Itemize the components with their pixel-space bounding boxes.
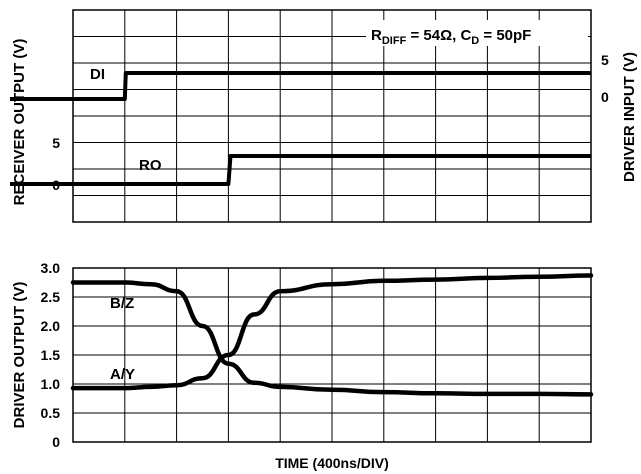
bottom-ytick-2-5: 2.5 [41, 289, 61, 305]
bottom-ytick-1-5: 1.5 [41, 347, 61, 363]
top-right-tick-0: 0 [601, 89, 609, 105]
time-axis-title: TIME (400ns/DIV) [275, 455, 389, 471]
series-label-ro: RO [139, 157, 162, 174]
series-label-ay: A/Y [110, 366, 135, 383]
top-panel-frame [72, 9, 592, 223]
top-left-tick-0: 0 [52, 177, 60, 193]
bottom-ytick-1-0: 1.0 [41, 376, 61, 392]
annotation-background [366, 20, 588, 46]
traces [10, 71, 594, 397]
top-left-tick-5: 5 [52, 135, 60, 151]
bz-trace [70, 280, 594, 397]
bottom-panel-grid [73, 268, 591, 442]
bottom-ytick-0: 0 [52, 434, 60, 450]
top-right-tick-5: 5 [601, 52, 609, 68]
receiver-output-axis-title: RECEIVER OUTPUT (V) [11, 39, 28, 206]
series-label-di: DI [90, 66, 105, 83]
ay-trace [70, 273, 594, 391]
driver-output-axis-title: DRIVER OUTPUT (V) [11, 282, 28, 429]
ro-trace [10, 154, 591, 186]
bottom-ytick-3-0: 3.0 [41, 260, 61, 276]
bottom-panel-frame [72, 267, 592, 443]
driver-input-axis-title: DRIVER INPUT (V) [621, 52, 638, 182]
bottom-ytick-2-0: 2.0 [41, 318, 61, 334]
bottom-ytick-0-5: 0.5 [41, 405, 61, 421]
annotation-text: RDIFF = 54Ω, CD = 50pF [371, 27, 531, 47]
di-trace [10, 71, 591, 101]
series-label-bz: B/Z [110, 295, 134, 312]
